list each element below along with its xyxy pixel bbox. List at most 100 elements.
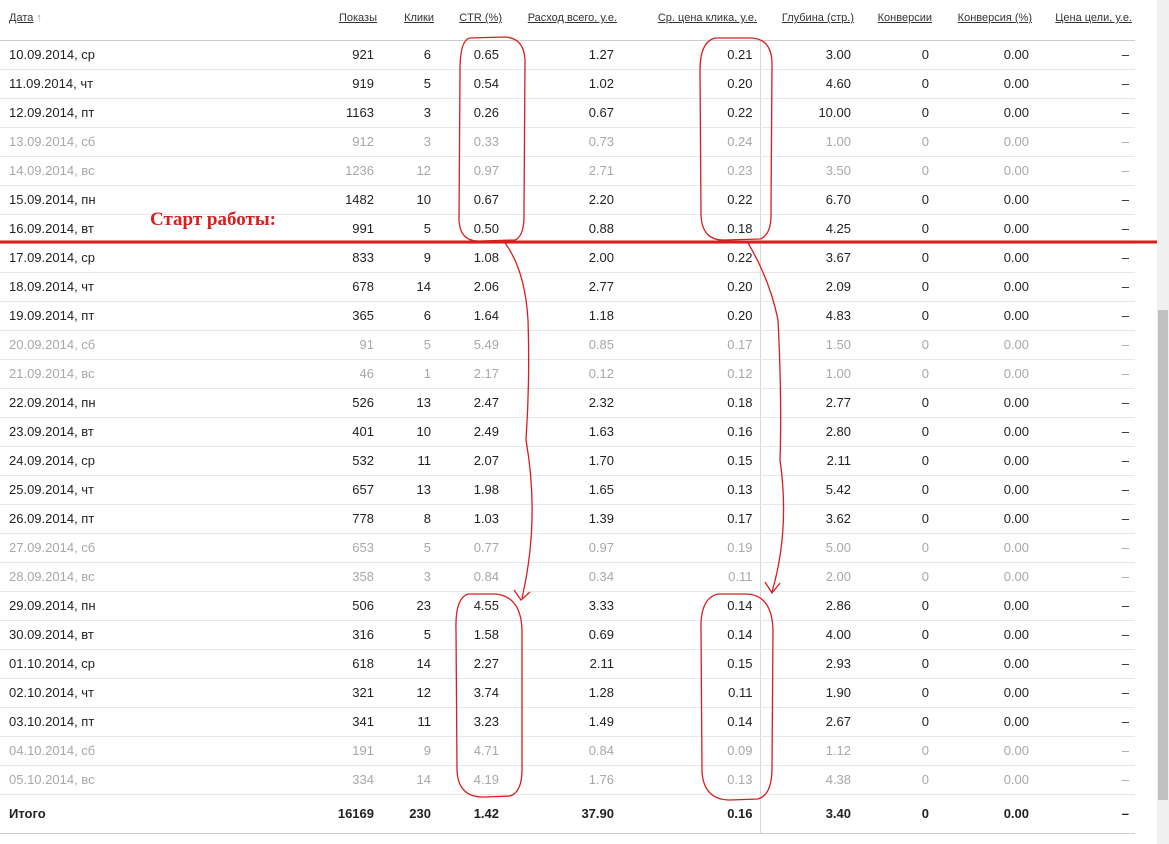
- value-cell: 778: [310, 504, 380, 534]
- total-cell: 1.42: [437, 794, 505, 834]
- value-cell: 0: [857, 40, 935, 70]
- header-link[interactable]: Расход всего, у.е.: [527, 12, 617, 24]
- data-row: 13.09.2014, сб 912 3 0.33 0.73 0.24 1.00 0 0.00–: [0, 127, 1135, 157]
- value-cell: 3.50: [760, 156, 857, 186]
- value-cell: 0.00: [935, 707, 1035, 737]
- value-cell: 1.00: [760, 127, 857, 157]
- total-cell: 16169: [310, 794, 380, 834]
- value-cell: 0: [857, 330, 935, 360]
- value-cell: –: [1035, 649, 1135, 679]
- header-link[interactable]: Конверсии: [877, 12, 932, 24]
- value-cell: 3.62: [760, 504, 857, 534]
- value-cell: 0.00: [935, 359, 1035, 389]
- value-cell: 9: [380, 736, 437, 766]
- value-cell: –: [1035, 359, 1135, 389]
- value-cell: –: [1035, 330, 1135, 360]
- value-cell: 4.38: [760, 765, 857, 795]
- value-cell: –: [1035, 185, 1135, 215]
- data-row: 03.10.2014, пт 341 11 3.23 1.49 0.14 2.67 0 0.00…: [0, 707, 1135, 737]
- value-cell: 316: [310, 620, 380, 650]
- value-cell: 3: [380, 562, 437, 592]
- value-cell: –: [1035, 272, 1135, 302]
- value-cell: –: [1035, 156, 1135, 186]
- total-cell: 0.00: [935, 794, 1035, 834]
- value-cell: 0.17: [620, 504, 761, 534]
- value-cell: 5: [380, 620, 437, 650]
- header-link[interactable]: Цена цели, у.е.: [1055, 12, 1132, 24]
- date-cell: 04.10.2014, сб: [0, 736, 310, 766]
- scrollbar: [1157, 0, 1169, 844]
- annotation-text: Старт работы:: [150, 209, 276, 230]
- value-cell: 0.17: [620, 330, 761, 360]
- header-link[interactable]: Клики: [404, 12, 434, 24]
- value-cell: –: [1035, 475, 1135, 505]
- value-cell: 10.00: [760, 98, 857, 128]
- data-row: 02.10.2014, чт 321 12 3.74 1.28 0.11 1.90 0 0.00…: [0, 678, 1135, 708]
- table-body: 10.09.2014, ср 921 6 0.65 1.27 0.21 3.00 0 0.00–…: [0, 40, 1135, 795]
- header-row: Дата ↑ Показы Клики CTR (%) Расход всего, у.…: [0, 0, 1135, 41]
- header-link[interactable]: CTR (%): [459, 12, 502, 24]
- column-header: Конверсии: [857, 0, 935, 41]
- value-cell: 0.00: [935, 562, 1035, 592]
- value-cell: 3.67: [760, 243, 857, 273]
- scrollbar-thumb: [1158, 310, 1168, 800]
- value-cell: 2.11: [760, 446, 857, 476]
- header-link[interactable]: Конверсия (%): [957, 12, 1032, 24]
- date-cell: 01.10.2014, ср: [0, 649, 310, 679]
- value-cell: 1.28: [505, 678, 620, 708]
- total-label: Итого: [0, 794, 310, 834]
- date-cell: 05.10.2014, вс: [0, 765, 310, 795]
- header-link[interactable]: Дата: [9, 12, 34, 24]
- data-row: 18.09.2014, чт 678 14 2.06 2.77 0.20 2.09 0 0.00…: [0, 272, 1135, 302]
- data-row: 25.09.2014, чт 657 13 1.98 1.65 0.13 5.42 0 0.00…: [0, 475, 1135, 505]
- value-cell: 0.00: [935, 69, 1035, 99]
- value-cell: 0.18: [620, 388, 761, 418]
- date-cell: 19.09.2014, пт: [0, 301, 310, 331]
- value-cell: 12: [380, 678, 437, 708]
- value-cell: –: [1035, 736, 1135, 766]
- total-cell: 37.90: [505, 794, 620, 834]
- value-cell: 2.77: [760, 388, 857, 418]
- value-cell: 912: [310, 127, 380, 157]
- value-cell: 5: [380, 330, 437, 360]
- date-cell: 17.09.2014, ср: [0, 243, 310, 273]
- value-cell: 0.00: [935, 417, 1035, 447]
- header-link[interactable]: Глубина (стр.): [781, 12, 854, 24]
- date-cell: 12.09.2014, пт: [0, 98, 310, 128]
- value-cell: 0.09: [620, 736, 761, 766]
- total-cell: 230: [380, 794, 437, 834]
- value-cell: 0.00: [935, 330, 1035, 360]
- date-cell: 28.09.2014, вс: [0, 562, 310, 592]
- value-cell: 657: [310, 475, 380, 505]
- value-cell: –: [1035, 301, 1135, 331]
- column-header: Дата ↑: [0, 0, 310, 41]
- value-cell: 2.77: [505, 272, 620, 302]
- value-cell: 506: [310, 591, 380, 621]
- value-cell: 2.00: [505, 243, 620, 273]
- header-link[interactable]: Ср. цена клика, у.е.: [657, 12, 757, 24]
- total-row: Итого 16169 230 1.42 37.90 0.16 3.40 0 0.00–: [0, 794, 1135, 834]
- value-cell: 526: [310, 388, 380, 418]
- value-cell: 0: [857, 156, 935, 186]
- value-cell: 0.16: [620, 417, 761, 447]
- value-cell: 5.00: [760, 533, 857, 563]
- value-cell: 12: [380, 156, 437, 186]
- value-cell: 1.18: [505, 301, 620, 331]
- value-cell: 5.49: [437, 330, 505, 360]
- column-header: Клики: [380, 0, 437, 41]
- value-cell: 0.33: [437, 127, 505, 157]
- value-cell: 0.88: [505, 214, 620, 244]
- value-cell: 334: [310, 765, 380, 795]
- value-cell: –: [1035, 446, 1135, 476]
- value-cell: 2.67: [760, 707, 857, 737]
- date-cell: 15.09.2014, пн: [0, 185, 310, 215]
- value-cell: 0.20: [620, 69, 761, 99]
- value-cell: 4.25: [760, 214, 857, 244]
- value-cell: 191: [310, 736, 380, 766]
- value-cell: 3: [380, 98, 437, 128]
- value-cell: 0.00: [935, 388, 1035, 418]
- value-cell: 0.14: [620, 620, 761, 650]
- sort-arrow: ↑: [33, 12, 42, 24]
- header-link[interactable]: Показы: [338, 12, 377, 24]
- value-cell: 0.84: [505, 736, 620, 766]
